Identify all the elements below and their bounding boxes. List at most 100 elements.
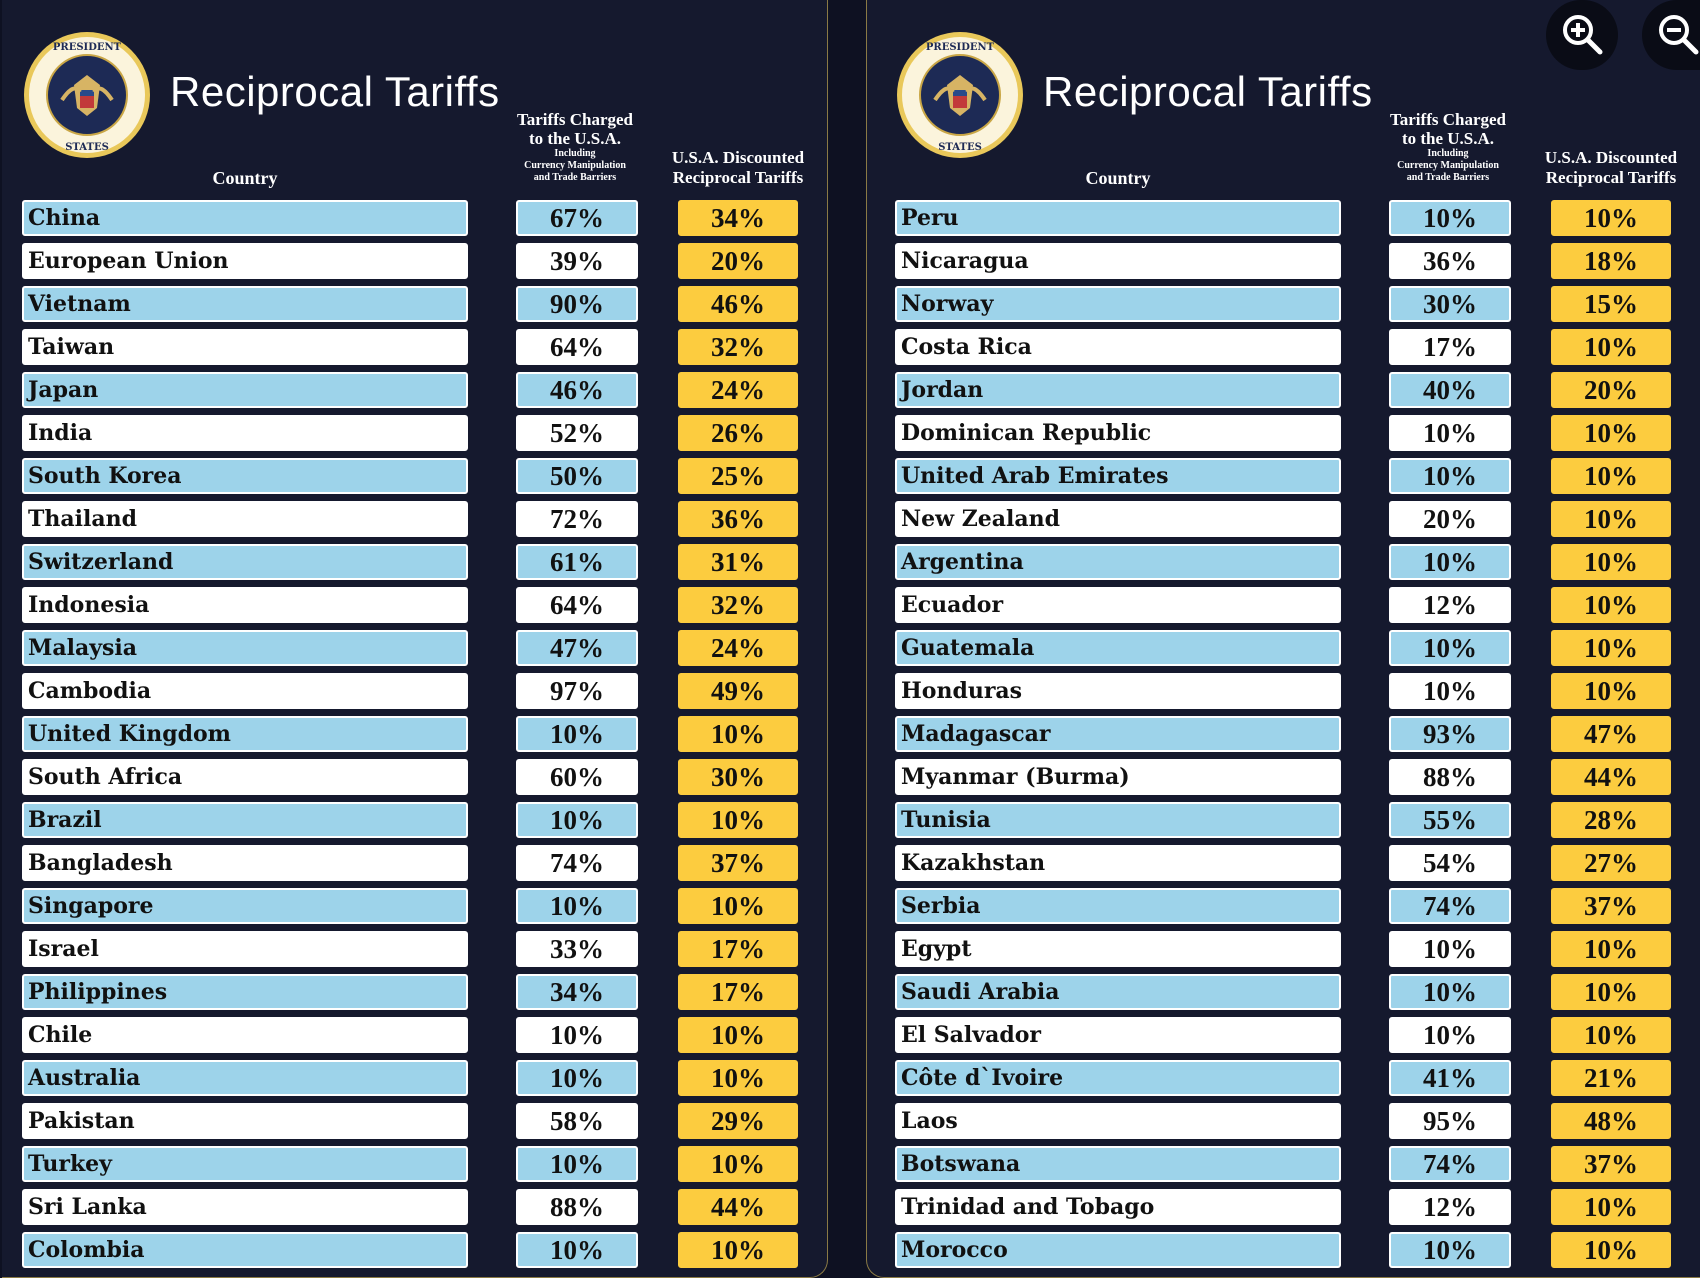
country-cell: Pakistan [22, 1103, 468, 1139]
discounted-tariff-cell: 32% [678, 329, 798, 365]
table-row: Tunisia 55% 28% [895, 802, 1685, 838]
tariff-charged-cell: 61% [516, 544, 638, 580]
tariff-charged-cell: 74% [516, 845, 638, 881]
discounted-tariff-cell: 10% [1551, 931, 1671, 967]
country-cell: Argentina [895, 544, 1341, 580]
tariff-charged-cell: 20% [1389, 501, 1511, 537]
discounted-tariff-cell: 15% [1551, 286, 1671, 322]
discounted-tariff-cell: 18% [1551, 243, 1671, 279]
country-cell: Jordan [895, 372, 1341, 408]
country-cell: Dominican Republic [895, 415, 1341, 451]
country-cell: Malaysia [22, 630, 468, 666]
discounted-tariff-cell: 24% [678, 630, 798, 666]
svg-text:STATES: STATES [938, 142, 982, 153]
table-row: European Union 39% 20% [22, 243, 812, 279]
table-row: China 67% 34% [22, 200, 812, 236]
tariff-charged-cell: 74% [1389, 1146, 1511, 1182]
country-cell: Colombia [22, 1232, 468, 1268]
tariff-charged-cell: 12% [1389, 587, 1511, 623]
country-cell: Switzerland [22, 544, 468, 580]
country-cell: Honduras [895, 673, 1341, 709]
table-row: Sri Lanka 88% 44% [22, 1189, 812, 1225]
tariff-charged-cell: 34% [516, 974, 638, 1010]
table-row: Trinidad and Tobago 12% 10% [895, 1189, 1685, 1225]
country-cell: Chile [22, 1017, 468, 1053]
country-cell: Tunisia [895, 802, 1341, 838]
discounted-tariff-cell: 44% [1551, 759, 1671, 795]
discounted-tariff-cell: 48% [1551, 1103, 1671, 1139]
table-row: Egypt 10% 10% [895, 931, 1685, 967]
tariff-charged-cell: 10% [1389, 200, 1511, 236]
country-cell: Myanmar (Burma) [895, 759, 1341, 795]
discounted-tariff-cell: 10% [1551, 673, 1671, 709]
header-country: Country [1085, 168, 1151, 188]
discounted-tariff-cell: 47% [1551, 716, 1671, 752]
table-row: Switzerland 61% 31% [22, 544, 812, 580]
tariff-charged-cell: 10% [1389, 673, 1511, 709]
discounted-tariff-cell: 10% [678, 1232, 798, 1268]
discounted-tariff-cell: 44% [678, 1189, 798, 1225]
table-row: El Salvador 10% 10% [895, 1017, 1685, 1053]
discounted-tariff-cell: 10% [678, 716, 798, 752]
svg-text:PRESIDENT: PRESIDENT [53, 42, 122, 53]
table-row: Philippines 34% 17% [22, 974, 812, 1010]
discounted-tariff-cell: 10% [1551, 501, 1671, 537]
table-row: Bangladesh 74% 37% [22, 845, 812, 881]
discounted-tariff-cell: 10% [1551, 1189, 1671, 1225]
country-cell: South Africa [22, 759, 468, 795]
tariff-charged-cell: 40% [1389, 372, 1511, 408]
country-cell: Turkey [22, 1146, 468, 1182]
discounted-tariff-cell: 49% [678, 673, 798, 709]
table-row: Costa Rica 17% 10% [895, 329, 1685, 365]
presidential-seal-icon: PRESIDENT STATES [897, 32, 1023, 158]
discounted-tariff-cell: 10% [1551, 1017, 1671, 1053]
discounted-tariff-cell: 10% [1551, 630, 1671, 666]
tariff-charged-cell: 88% [1389, 759, 1511, 795]
tariff-charged-cell: 10% [1389, 974, 1511, 1010]
table-row: South Africa 60% 30% [22, 759, 812, 795]
discounted-tariff-cell: 28% [1551, 802, 1671, 838]
tariff-charged-cell: 93% [1389, 716, 1511, 752]
discounted-tariff-cell: 26% [678, 415, 798, 451]
discounted-tariff-cell: 31% [678, 544, 798, 580]
tariff-charged-cell: 10% [516, 802, 638, 838]
discounted-tariff-cell: 10% [1551, 974, 1671, 1010]
country-cell: Ecuador [895, 587, 1341, 623]
discounted-tariff-cell: 17% [678, 931, 798, 967]
table-row: Dominican Republic 10% 10% [895, 415, 1685, 451]
header-discounted-tariffs: U.S.A. Discounted Reciprocal Tariffs [1544, 148, 1678, 187]
tariff-charged-cell: 36% [1389, 243, 1511, 279]
zoom-out-button[interactable] [1642, 0, 1700, 70]
country-cell: India [22, 415, 468, 451]
table-row: Kazakhstan 54% 27% [895, 845, 1685, 881]
table-row: Guatemala 10% 10% [895, 630, 1685, 666]
tariff-charged-cell: 64% [516, 587, 638, 623]
discounted-tariff-cell: 17% [678, 974, 798, 1010]
discounted-tariff-cell: 10% [1551, 200, 1671, 236]
table-row: Serbia 74% 37% [895, 888, 1685, 924]
tariff-charged-cell: 52% [516, 415, 638, 451]
header-discounted-tariffs: U.S.A. Discounted Reciprocal Tariffs [671, 148, 805, 187]
table-row: South Korea 50% 25% [22, 458, 812, 494]
table-row: Honduras 10% 10% [895, 673, 1685, 709]
discounted-tariff-cell: 10% [1551, 1232, 1671, 1268]
discounted-tariff-cell: 10% [678, 1060, 798, 1096]
tariff-charged-cell: 58% [516, 1103, 638, 1139]
country-cell: Costa Rica [895, 329, 1341, 365]
country-cell: Laos [895, 1103, 1341, 1139]
table-row: Colombia 10% 10% [22, 1232, 812, 1268]
table-row: Côte d`Ivoire 41% 21% [895, 1060, 1685, 1096]
table-row: India 52% 26% [22, 415, 812, 451]
tariff-charged-cell: 46% [516, 372, 638, 408]
discounted-tariff-cell: 37% [1551, 1146, 1671, 1182]
country-cell: Saudi Arabia [895, 974, 1341, 1010]
table-row: Israel 33% 17% [22, 931, 812, 967]
tariff-charged-cell: 64% [516, 329, 638, 365]
table-row: Thailand 72% 36% [22, 501, 812, 537]
tariff-charged-cell: 33% [516, 931, 638, 967]
zoom-in-button[interactable] [1546, 0, 1618, 70]
table-row: Jordan 40% 20% [895, 372, 1685, 408]
country-cell: Trinidad and Tobago [895, 1189, 1341, 1225]
country-cell: Morocco [895, 1232, 1341, 1268]
table-row: Chile 10% 10% [22, 1017, 812, 1053]
